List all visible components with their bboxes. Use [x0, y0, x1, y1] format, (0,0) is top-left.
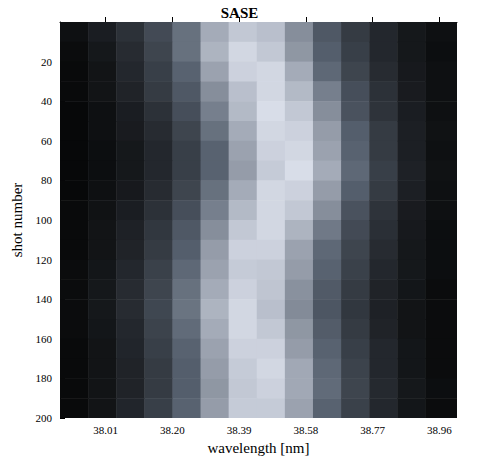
svg-text:20: 20 — [41, 56, 53, 68]
svg-text:38.39: 38.39 — [227, 424, 252, 436]
svg-text:80: 80 — [41, 174, 53, 186]
svg-text:38.20: 38.20 — [160, 424, 185, 436]
svg-text:SASE: SASE — [221, 5, 259, 21]
svg-text:38.58: 38.58 — [294, 424, 319, 436]
svg-text:120: 120 — [36, 254, 53, 266]
svg-text:38.96: 38.96 — [427, 424, 452, 436]
svg-text:180: 180 — [36, 372, 53, 384]
svg-text:160: 160 — [36, 333, 53, 345]
svg-text:40: 40 — [41, 95, 53, 107]
svg-text:wavelength [nm]: wavelength [nm] — [207, 440, 309, 456]
svg-text:140: 140 — [36, 293, 53, 305]
svg-text:200: 200 — [36, 412, 53, 424]
svg-text:38.01: 38.01 — [93, 424, 118, 436]
svg-text:100: 100 — [36, 214, 53, 226]
svg-text:shot number: shot number — [9, 183, 25, 258]
svg-text:60: 60 — [41, 135, 53, 147]
svg-text:38.77: 38.77 — [360, 424, 385, 436]
